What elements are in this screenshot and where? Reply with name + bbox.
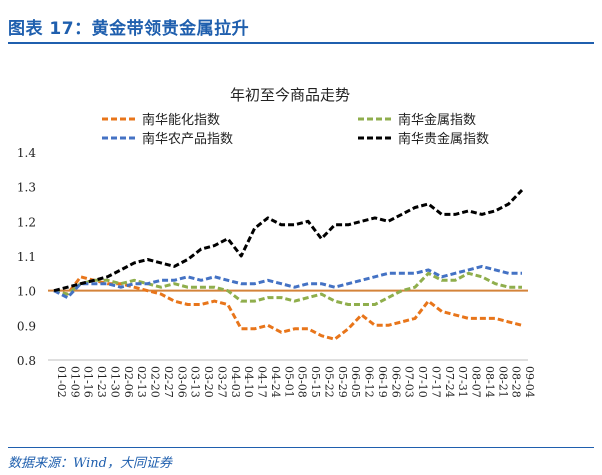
x-tick-label: 01-09: [68, 366, 81, 398]
title-rule: [8, 42, 594, 44]
series-layer: [53, 189, 524, 341]
legend-label: 南华贵金属指数: [398, 131, 489, 147]
x-tick-label: 05-01: [282, 366, 295, 398]
x-tick-label: 06-05: [349, 366, 362, 398]
x-tick-label: 07-31: [456, 366, 469, 398]
x-tick-label: 01-02: [55, 366, 68, 398]
x-tick-label: 05-15: [309, 366, 322, 398]
x-tick-label: 04-24: [269, 366, 282, 398]
source-note: 数据来源：Wind，大同证券: [8, 456, 172, 471]
x-tick-label: 08-14: [483, 366, 496, 398]
x-tick-label: 07-24: [443, 366, 456, 398]
y-tick-label: 1.1: [17, 250, 36, 264]
x-tick-label: 01-23: [95, 366, 108, 398]
x-tick-label: 04-10: [242, 366, 255, 398]
y-tick-label: 0.8: [17, 354, 36, 368]
y-tick-label: 1.0: [17, 285, 36, 299]
x-tick-label: 02-06: [122, 366, 135, 398]
x-tick-label: 02-13: [135, 366, 148, 398]
x-tick-label: 08-28: [510, 366, 523, 398]
figure-title: 图表 17：黄金带领贵金属拉升: [8, 19, 250, 39]
x-axis: 01-02 01-09 01-16 01-23 01-30 02-06 02-13 02-20…: [48, 359, 536, 398]
x-tick-label: 01-16: [82, 366, 95, 398]
x-tick-label: 05-29: [336, 366, 349, 398]
y-axis: 0.8 0.9 1.0 1.1 1.2 1.3 1.4: [17, 146, 36, 368]
x-tick-label: 03-20: [202, 366, 215, 398]
x-tick-label: 07-17: [429, 366, 442, 398]
x-tick-label: 07-03: [403, 366, 416, 398]
chart-title: 年初至今商品走势: [230, 86, 350, 104]
series-line-1: [53, 271, 522, 306]
x-tick-label: 07-10: [416, 366, 429, 398]
x-tick-label: 01-30: [108, 366, 121, 398]
series-line-2: [53, 264, 522, 300]
x-tick-label: 02-20: [149, 366, 162, 398]
x-tick-label: 02-27: [162, 366, 175, 398]
legend-label: 南华农产品指数: [142, 131, 233, 147]
y-tick-label: 0.9: [17, 319, 36, 333]
legend-label: 南华金属指数: [398, 112, 476, 128]
y-tick-label: 1.3: [17, 181, 36, 195]
x-tick-label: 03-27: [215, 366, 228, 398]
x-tick-label: 06-19: [376, 366, 389, 398]
series-line-0: [53, 275, 523, 341]
y-tick-label: 1.4: [17, 146, 36, 160]
series-line-3: [53, 189, 524, 293]
y-tick-label: 1.2: [17, 215, 36, 229]
legend-label: 南华能化指数: [142, 112, 220, 128]
source-rule: [8, 447, 594, 448]
x-tick-label: 03-06: [175, 366, 188, 398]
x-tick-label: 03-13: [189, 366, 202, 398]
x-tick-label: 04-17: [256, 366, 269, 398]
x-tick-label: 06-12: [363, 366, 376, 398]
x-tick-label: 04-03: [229, 366, 242, 398]
x-tick-label: 08-21: [496, 366, 509, 398]
x-tick-label: 06-26: [389, 366, 402, 398]
x-tick-label: 09-04: [523, 366, 536, 398]
x-tick-label: 05-22: [322, 366, 335, 398]
x-tick-label: 05-08: [296, 366, 309, 398]
x-tick-label: 08-07: [470, 366, 483, 398]
